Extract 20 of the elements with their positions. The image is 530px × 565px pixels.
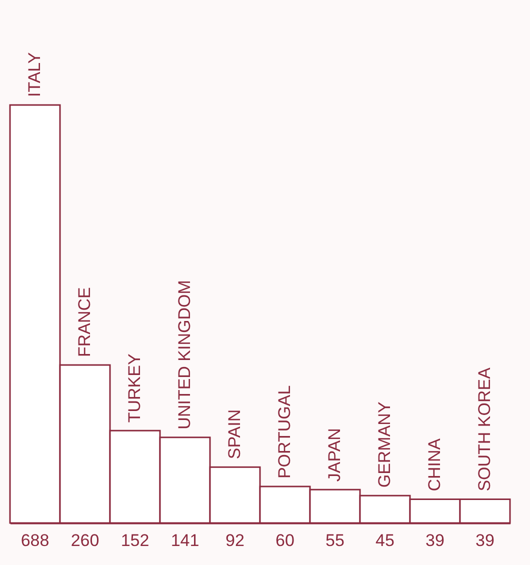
data-label: 60 <box>276 531 294 550</box>
x-tick-label: FRANCE <box>75 287 94 358</box>
data-label: 45 <box>376 531 394 550</box>
x-tick-label: SPAIN <box>225 409 244 460</box>
x-tick-label: SOUTH KOREA <box>475 366 494 492</box>
x-tick-label: JAPAN <box>325 428 344 482</box>
data-label: 55 <box>326 531 344 550</box>
x-tick-label: TURKEY <box>125 354 144 423</box>
x-tick-label: CHINA <box>425 438 444 492</box>
x-tick-label: ITALY <box>25 52 44 97</box>
data-label: 141 <box>170 531 200 550</box>
data-label: 39 <box>426 531 444 550</box>
data-label: 688 <box>20 531 50 550</box>
data-label: 260 <box>70 531 100 550</box>
data-label: 39 <box>476 531 494 550</box>
x-tick-label: GERMANY <box>375 402 394 488</box>
data-label: 92 <box>226 531 244 550</box>
x-tick-label: UNITED KINGDOM <box>175 280 194 430</box>
data-label: 152 <box>120 531 150 550</box>
x-tick-label: PORTUGAL <box>275 385 294 479</box>
